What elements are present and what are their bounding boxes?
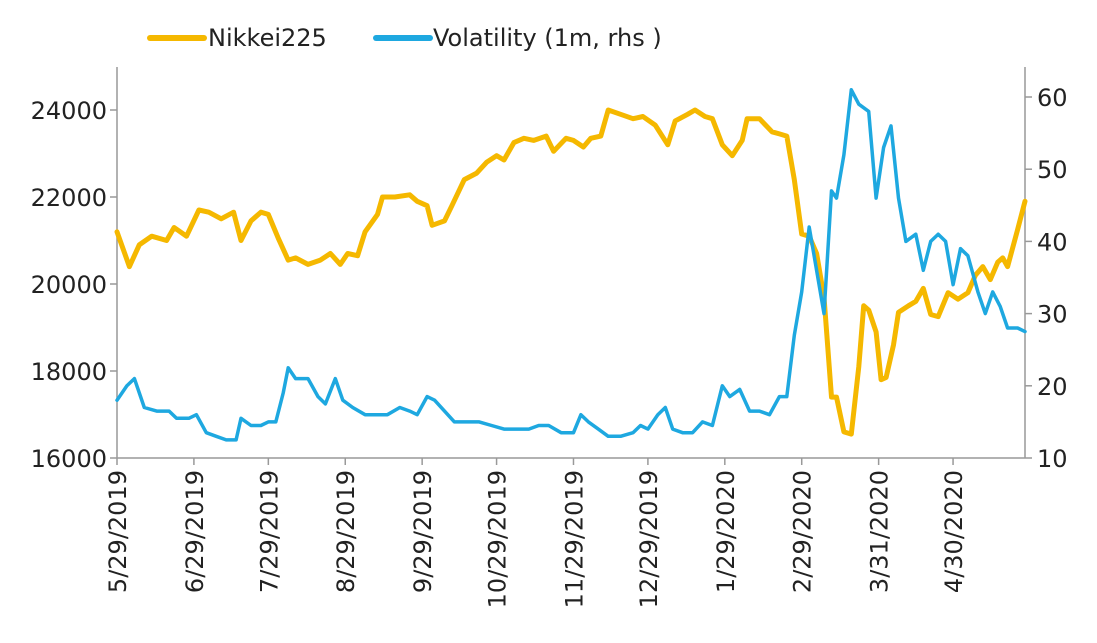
x-tick-label: 8/29/2019 [332,470,360,593]
x-tick-label: 5/29/2019 [104,470,132,593]
x-ticks: 5/29/2019 6/29/2019 7/29/2019 8/29/2019 9/29… [104,458,968,608]
right-y-tick-label: 10 [1037,445,1068,473]
x-tick-label: 7/29/2019 [255,470,283,593]
right-y-tick-label: 60 [1037,84,1068,112]
left-y-ticks: 16000 18000 20000 22000 24000 [31,97,117,473]
x-tick-label: 10/29/2019 [484,470,512,608]
series-line-volatility [115,88,1027,442]
right-y-ticks: 10 20 30 40 50 60 [1025,84,1068,473]
x-tick-label: 1/29/2020 [712,470,740,593]
left-y-tick-label: 18000 [31,358,107,386]
legend-label-nikkei225: Nikkei225 [208,24,327,52]
x-tick-label: 6/29/2019 [181,470,209,593]
x-tick-label: 3/31/2020 [866,470,894,593]
x-tick-label: 11/29/2019 [560,470,588,608]
series-lines [114,88,1028,442]
axes [116,67,1026,459]
legend-label-volatility: Volatility (1m, rhs ) [433,24,662,52]
right-y-tick-label: 20 [1037,373,1068,401]
right-y-tick-label: 40 [1037,228,1068,256]
left-y-tick-label: 16000 [31,445,107,473]
x-tick-label: 2/29/2020 [789,470,817,593]
left-y-tick-label: 24000 [31,97,107,125]
right-y-tick-label: 50 [1037,156,1068,184]
left-y-tick-label: 22000 [31,184,107,212]
left-y-tick-label: 20000 [31,271,107,299]
x-tick-label: 9/29/2019 [409,470,437,593]
right-y-tick-label: 30 [1037,301,1068,329]
x-tick-label: 4/30/2020 [940,470,968,593]
x-tick-label: 12/29/2019 [635,470,663,608]
legend: Nikkei225 Volatility (1m, rhs ) [147,24,662,52]
series-line-nikkei225 [114,107,1028,437]
